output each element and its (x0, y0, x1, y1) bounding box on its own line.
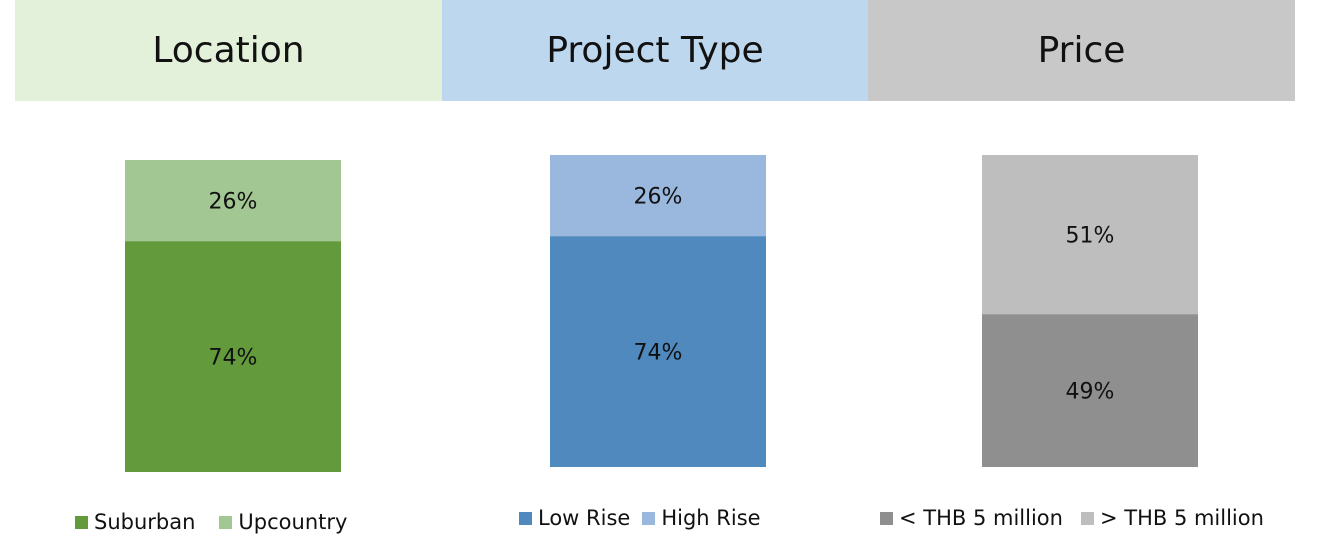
header-project-type: Project Type (442, 0, 868, 101)
data-label-location-upcountry: 26% (209, 190, 258, 215)
bar-location-suburban (125, 241, 341, 472)
legend-item-under-5m: < THB 5 million (880, 506, 1063, 530)
header-price: Price (868, 0, 1295, 101)
bar-price-thb-5-million (982, 155, 1198, 315)
data-label-location-suburban: 74% (209, 346, 258, 371)
legend-swatch-suburban (75, 515, 88, 529)
legend-label-low-rise: Low Rise (538, 506, 631, 530)
data-label-price-thb-5-million: 51% (1066, 224, 1115, 249)
legend-label-high-rise: High Rise (661, 506, 761, 530)
legend-label-under-5m: < THB 5 million (899, 506, 1063, 530)
legend-item-suburban: Suburban (75, 510, 195, 534)
legend-label-upcountry: Upcountry (238, 510, 348, 534)
bar-location-upcountry (125, 160, 341, 242)
header-location: Location (15, 0, 442, 101)
data-label-price-thb-5-million: 49% (1066, 380, 1115, 405)
legend-item-upcountry: Upcountry (219, 510, 347, 534)
bar-project-type-high-rise (550, 155, 766, 237)
legend-swatch-under-5m (880, 511, 893, 525)
legend-project-type: Low Rise High Rise (519, 500, 761, 536)
legend-label-over-5m: > THB 5 million (1099, 506, 1264, 530)
legend-item-high-rise: High Rise (642, 506, 761, 530)
legend-location: Suburban Upcountry (75, 504, 347, 540)
legend-swatch-high-rise (642, 511, 656, 525)
bar-project-type-low-rise (550, 236, 766, 467)
legend-price: < THB 5 million > THB 5 million (880, 500, 1264, 536)
data-label-project-type-low-rise: 74% (634, 341, 683, 366)
legend-item-over-5m: > THB 5 million (1080, 506, 1264, 530)
legend-item-low-rise: Low Rise (519, 506, 630, 530)
legend-swatch-upcountry (219, 515, 233, 529)
bar-price-thb-5-million (982, 314, 1198, 467)
legend-label-suburban: Suburban (94, 510, 196, 534)
legend-swatch-over-5m (1080, 511, 1094, 525)
data-label-project-type-high-rise: 26% (634, 185, 683, 210)
legend-swatch-low-rise (519, 511, 532, 525)
